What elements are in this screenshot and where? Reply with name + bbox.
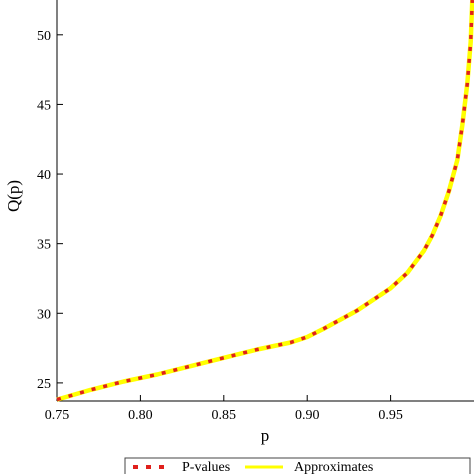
y-tick-label: 50: [37, 29, 51, 44]
series-p-values-line: [56, 0, 474, 402]
series-approximates-line: [56, 0, 474, 402]
axes: [56, 0, 474, 402]
y-tick-label: 45: [37, 98, 51, 113]
x-tick-label: 0.90: [295, 408, 320, 423]
legend-box: [124, 457, 471, 474]
x-tick-label: 0.85: [212, 408, 237, 423]
y-tick-label: 30: [37, 307, 51, 322]
x-tick-label: 0.80: [128, 408, 153, 423]
x-axis-title: p: [261, 426, 270, 445]
plot-lines: [56, 0, 474, 402]
legend-label-approximates: Approximates: [294, 460, 373, 474]
legend: P-values Approximates: [124, 457, 471, 474]
y-axis-title: Q(p): [4, 180, 23, 212]
x-axis-ticks: 0.75 0.80 0.85 0.90 0.95: [45, 395, 403, 423]
x-tick-label: 0.95: [378, 408, 403, 423]
y-tick-label: 25: [37, 377, 51, 392]
y-tick-label: 40: [37, 168, 51, 183]
x-tick-label: 0.75: [45, 408, 70, 423]
y-tick-label: 35: [37, 238, 51, 253]
legend-label-p-values: P-values: [182, 460, 230, 474]
y-axis-ticks: 25 30 35 40 45 50: [37, 29, 63, 392]
